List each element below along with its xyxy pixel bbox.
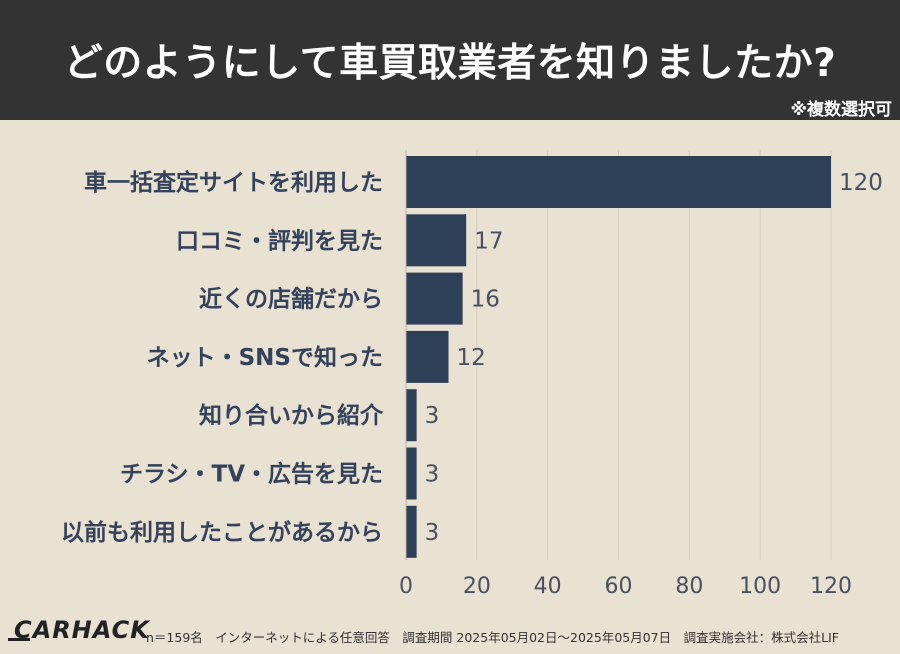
x-tick-label: 120 <box>810 574 852 599</box>
bar <box>406 156 831 208</box>
chart-title: どのようにして車買取業者を知りましたか? <box>63 41 837 86</box>
category-label: 知り合いから紹介 <box>199 402 384 429</box>
category-label: 車一括査定サイトを利用した <box>84 169 383 196</box>
category-label: 近くの店舗だから <box>199 287 383 313</box>
multi-select-note: ※複数選択可 <box>790 100 892 120</box>
value-label: 16 <box>471 287 500 313</box>
value-label: 17 <box>474 228 503 254</box>
carhack-logo: CARHACK <box>8 616 150 644</box>
x-tick-label: 100 <box>739 574 781 599</box>
x-tick-label: 60 <box>605 574 633 599</box>
x-tick-label: 40 <box>534 574 562 599</box>
bar <box>406 272 463 325</box>
x-tick-label: 20 <box>463 574 491 599</box>
bar <box>406 447 417 500</box>
value-label: 120 <box>839 170 883 196</box>
bar <box>406 214 467 267</box>
survey-footnote: n＝159名 インターネットによる任意回答 調査期間 2025年05月02日〜2… <box>146 630 839 645</box>
category-label: ネット・SNSで知った <box>147 344 383 371</box>
category-label: チラシ・TV・広告を見た <box>120 461 383 488</box>
value-label: 3 <box>425 520 440 546</box>
bar <box>406 389 417 442</box>
category-label: 以前も利用したことがあるから <box>61 519 383 546</box>
bar <box>406 330 449 383</box>
value-label: 3 <box>425 403 440 429</box>
value-label: 12 <box>457 345 486 371</box>
bar <box>406 505 417 558</box>
header-banner: どのようにして車買取業者を知りましたか? ※複数選択可 <box>0 0 900 120</box>
bar-chart: 0 20 40 60 80 100 120 車一括査定サイトを利用した 120 口コミ・評判を見た… <box>61 150 883 599</box>
category-label: 口コミ・評判を見た <box>176 227 383 254</box>
x-tick-label: 80 <box>675 574 703 599</box>
value-label: 3 <box>425 462 440 488</box>
x-tick-label: 0 <box>399 574 413 599</box>
